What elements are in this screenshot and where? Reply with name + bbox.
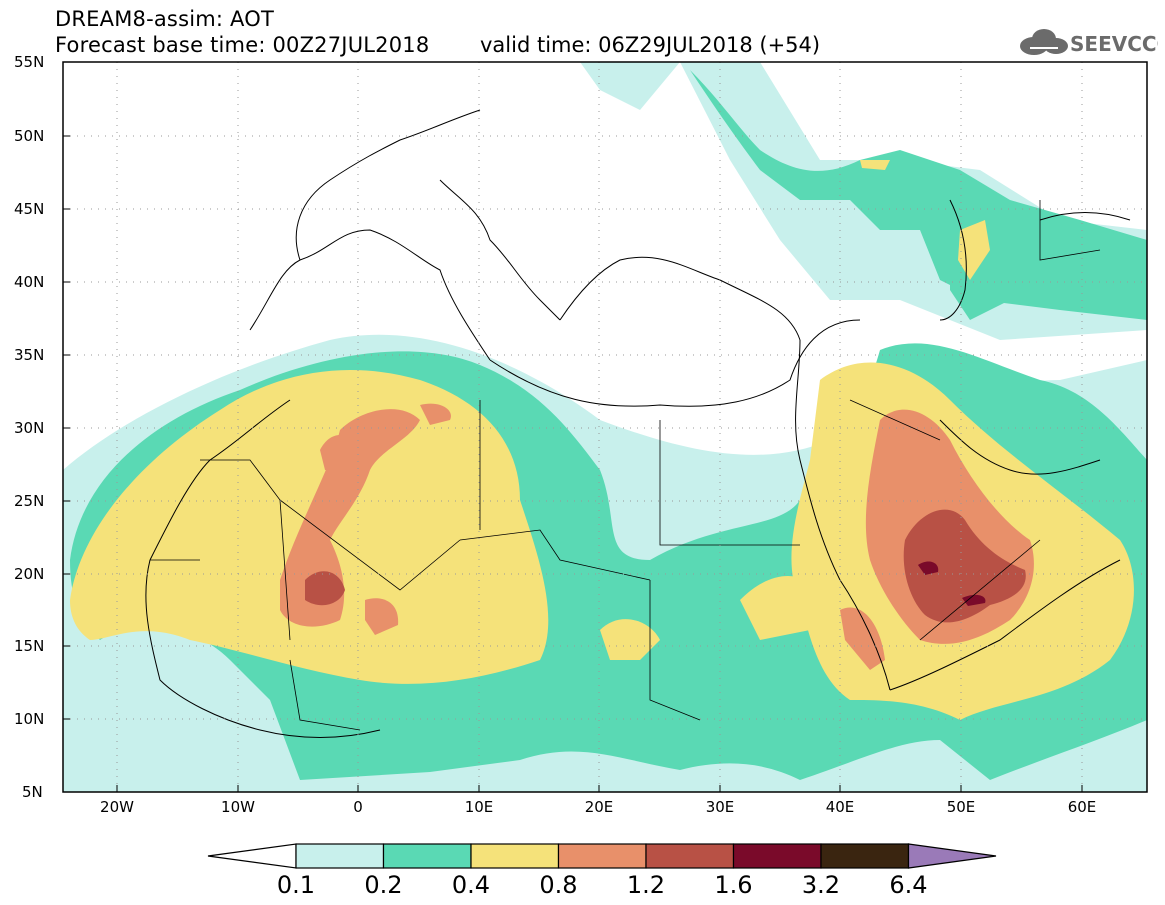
valid-time: valid time: 06Z29JUL2018 (+54)	[480, 33, 821, 57]
map-frame	[62, 61, 1148, 793]
colorbar-segment	[820, 843, 910, 869]
latitude-labels: 55N 50N 45N 40N 35N 30N 25N 20N 15N 10N …	[14, 53, 44, 801]
lat-label: 10N	[14, 710, 44, 728]
lon-label: 50E	[947, 798, 976, 816]
colorbar-label: 0.4	[452, 871, 490, 899]
seevccc-logo: SEEVCCC	[1020, 29, 1158, 56]
colorbar-label: 1.6	[714, 871, 752, 899]
lat-label: 20N	[14, 565, 44, 583]
lat-label: 50N	[14, 127, 44, 145]
cloud-icon	[1020, 29, 1068, 55]
aot-fields	[63, 62, 1147, 792]
aot-level-1-6	[918, 561, 986, 606]
longitude-labels: 20W 10W 0 10E 20E 30E 40E 50E 60E	[100, 798, 1096, 816]
lat-label: 45N	[14, 200, 44, 218]
lat-label: 40N	[14, 273, 44, 291]
colorbar-segment	[470, 843, 560, 869]
lat-label: 5N	[22, 783, 43, 801]
lat-label: 35N	[14, 346, 44, 364]
colorbar-label: 1.2	[627, 871, 665, 899]
forecast-base-time: Forecast base time: 00Z27JUL2018	[55, 33, 430, 57]
colorbar-label: 0.2	[364, 871, 402, 899]
colorbar-label: 6.4	[889, 871, 927, 899]
lon-label: 20E	[585, 798, 614, 816]
colorbar	[207, 843, 997, 869]
logo-text: SEEVCCC	[1070, 32, 1158, 56]
lat-label: 25N	[14, 492, 44, 510]
lon-label: 0	[353, 798, 363, 816]
colorbar-labels: 0.1 0.2 0.4 0.8 1.2 1.6 3.2 6.4	[277, 871, 928, 899]
colorbar-segment	[732, 843, 822, 869]
colorbar-label: 3.2	[802, 871, 840, 899]
lat-label: 55N	[14, 53, 44, 71]
country-borders	[150, 200, 1101, 731]
aot-level-1-2	[305, 509, 1026, 623]
lon-label: 30E	[706, 798, 735, 816]
lat-label: 30N	[14, 419, 44, 437]
lon-label: 40E	[826, 798, 855, 816]
lon-label: 10E	[465, 798, 494, 816]
colorbar-segment	[907, 843, 997, 869]
colorbar-segment	[557, 843, 647, 869]
lat-label: 15N	[14, 637, 44, 655]
colorbar-segment	[207, 843, 297, 869]
colorbar-segment	[645, 843, 735, 869]
map-grid	[63, 62, 1147, 792]
lon-label: 20W	[100, 798, 134, 816]
colorbar-segment	[295, 843, 385, 869]
colorbar-segment	[382, 843, 472, 869]
lon-label: 10W	[221, 798, 255, 816]
lon-label: 60E	[1068, 798, 1097, 816]
axis-ticks	[63, 61, 1083, 793]
colorbar-label: 0.1	[277, 871, 315, 899]
colorbar-label: 0.8	[539, 871, 577, 899]
map-title: DREAM8-assim: AOT	[55, 7, 274, 31]
